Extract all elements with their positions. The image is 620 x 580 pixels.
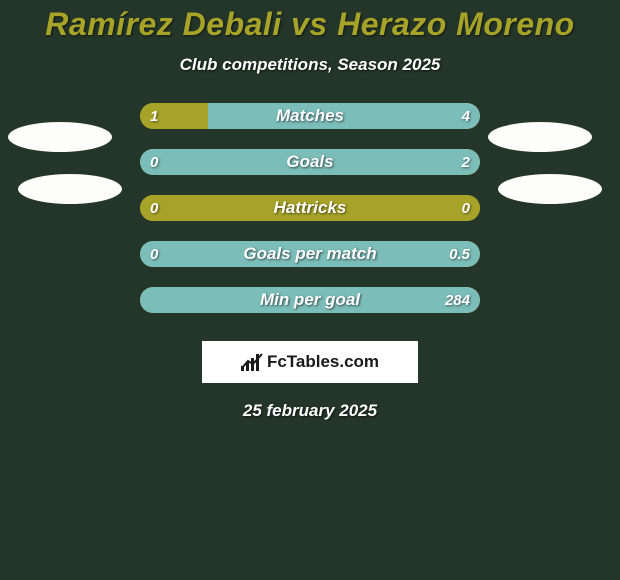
stat-row: Goals0 2 <box>0 149 620 175</box>
stat-value-left: 1 <box>150 103 158 129</box>
stat-value-right: 0.5 <box>449 241 470 267</box>
stat-value-left: 0 <box>150 241 158 267</box>
infographic-root: Ramírez Debali vs Herazo Moreno Club com… <box>0 0 620 580</box>
stat-value-right: 4 <box>462 103 470 129</box>
stat-row: Goals per match0 0.5 <box>0 241 620 267</box>
date-text: 25 february 2025 <box>0 401 620 421</box>
stat-value-right: 2 <box>462 149 470 175</box>
logo-box: FcTables.com <box>202 341 418 383</box>
title: Ramírez Debali vs Herazo Moreno <box>0 0 620 43</box>
stat-value-left: 0 <box>150 149 158 175</box>
logo-icon <box>241 353 263 371</box>
decorative-ellipse <box>8 122 112 152</box>
decorative-ellipse <box>488 122 592 152</box>
subtitle: Club competitions, Season 2025 <box>0 55 620 75</box>
decorative-ellipse <box>18 174 122 204</box>
stat-value-left: 0 <box>150 195 158 221</box>
stat-label: Matches <box>140 103 480 129</box>
stat-value-right: 0 <box>462 195 470 221</box>
logo-line-icon <box>241 353 263 371</box>
stat-label: Hattricks <box>140 195 480 221</box>
stat-label: Goals per match <box>140 241 480 267</box>
logo-text: FcTables.com <box>267 352 379 372</box>
decorative-ellipse <box>498 174 602 204</box>
stat-value-right: 284 <box>445 287 470 313</box>
stat-label: Min per goal <box>140 287 480 313</box>
stat-row: Min per goal284 <box>0 287 620 313</box>
stat-label: Goals <box>140 149 480 175</box>
